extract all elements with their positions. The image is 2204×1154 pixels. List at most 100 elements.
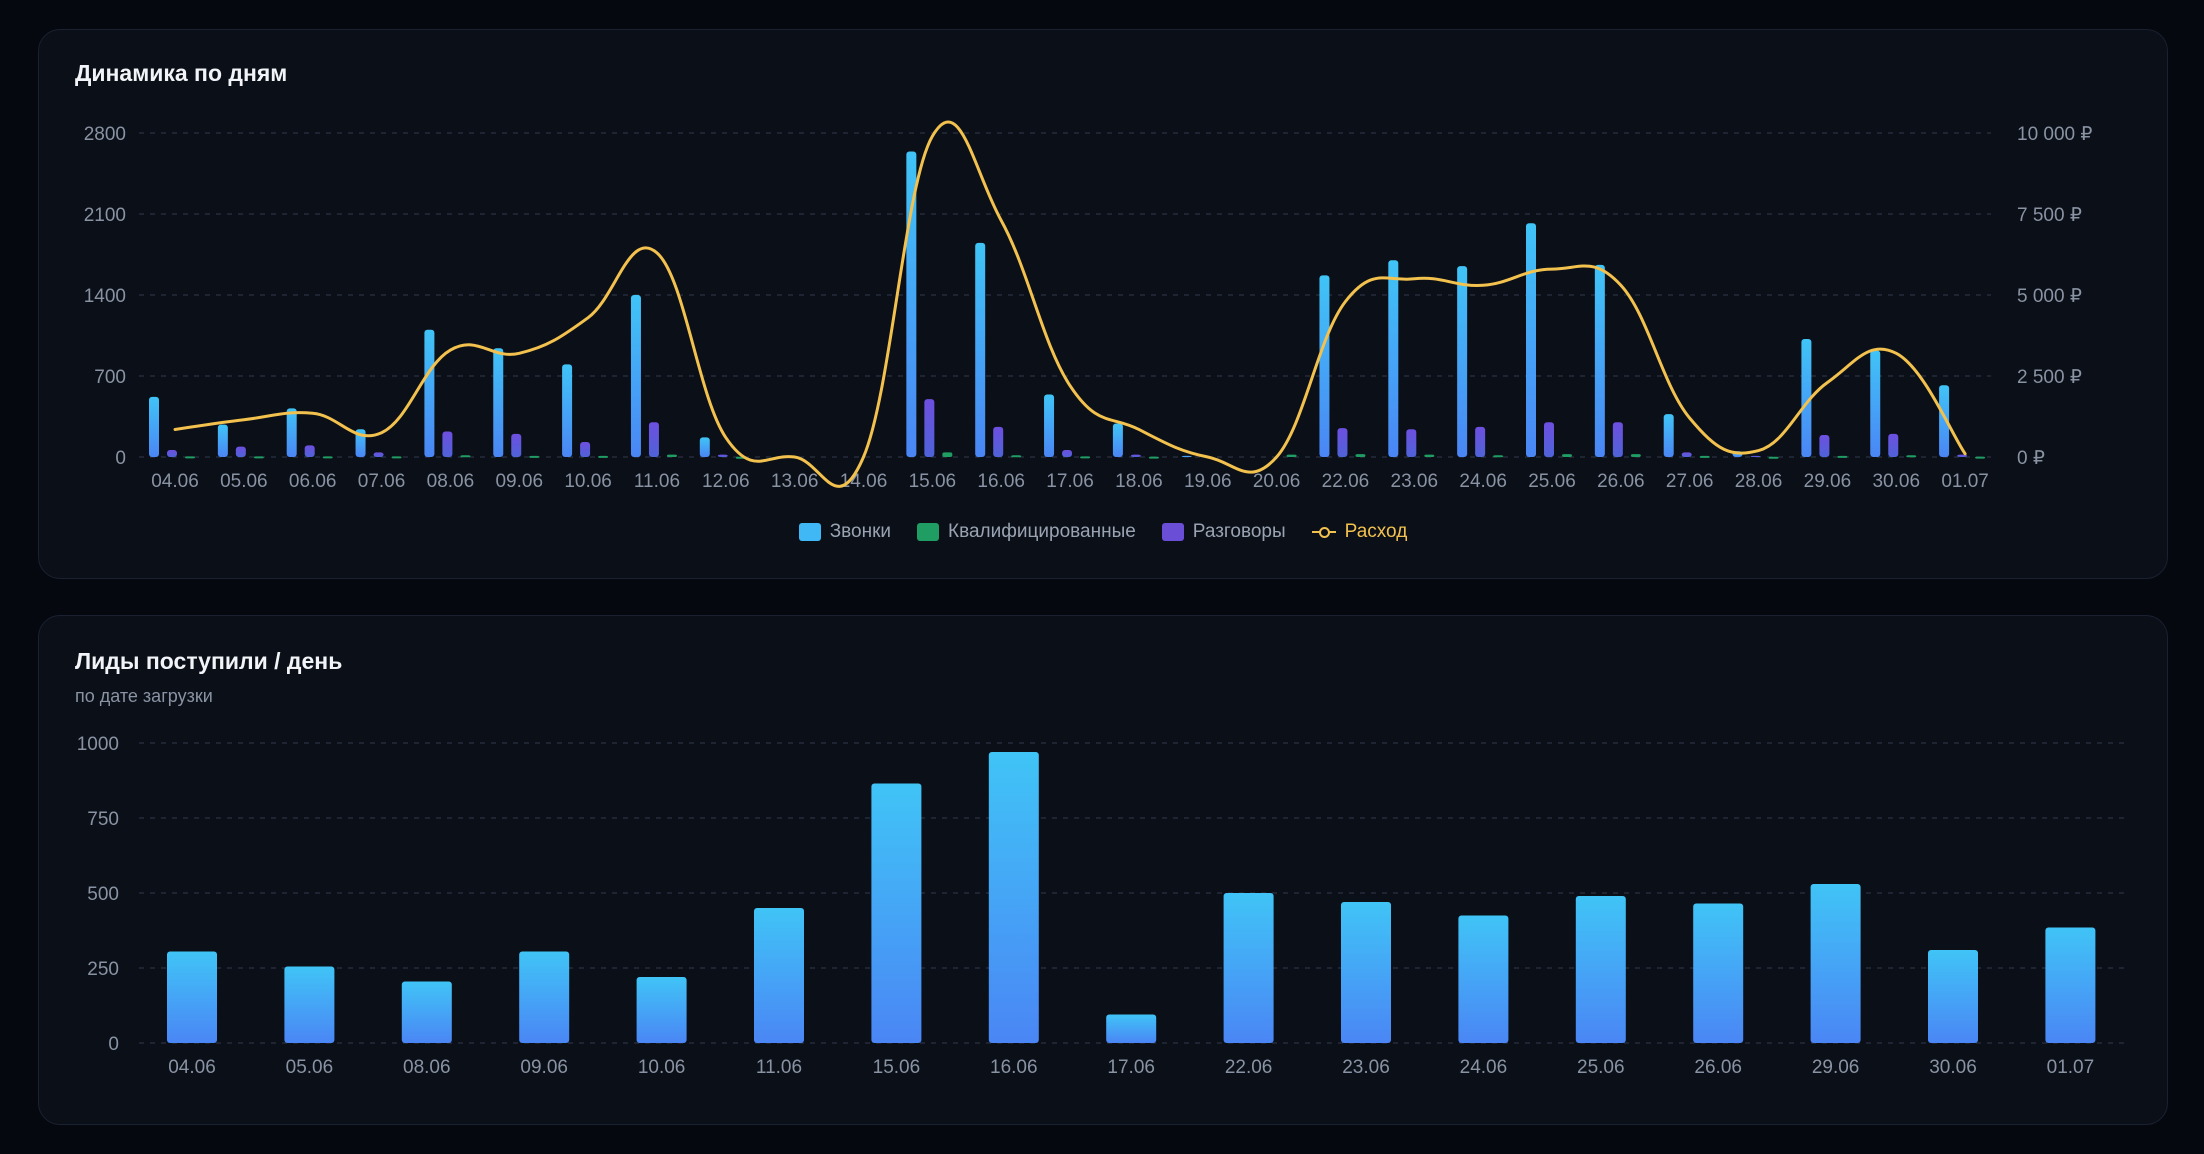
bar-talks [1750,455,1761,457]
bar-talks [924,399,935,457]
legend-item-qualified[interactable]: Квалифицированные [917,521,1136,543]
leads-per-day-card: Лиды поступили / день по дате загрузки 0… [38,615,2168,1125]
leads-per-day-title: Лиды поступили / день [75,648,343,674]
bar-calls [975,242,986,457]
qualified-swatch [917,523,940,541]
x-tick-label: 11.06 [756,1057,802,1078]
x-tick-label: 27.06 [1666,471,1714,492]
bar-qualified [391,456,402,459]
bar-calls [630,295,641,457]
y-tick-label: 1000 [77,734,119,755]
x-tick-label: 16.06 [977,471,1025,492]
x-tick-label: 04.06 [168,1057,216,1078]
x-tick-label: 16.06 [990,1057,1038,1078]
x-tick-label: 24.06 [1460,1057,1508,1078]
y-right-tick-label: 0 ₽ [2017,448,2045,469]
bar-qualified [185,456,195,459]
bar-leads [1575,896,1626,1043]
bar-leads [519,951,570,1043]
bar-leads [636,977,687,1043]
x-tick-label: 04.06 [151,471,199,492]
bar-calls [1663,414,1674,457]
y-right-tick-label: 7 500 ₽ [2017,205,2082,226]
bar-leads [401,981,452,1043]
y-right-tick-label: 2 500 ₽ [2017,367,2082,388]
bar-qualified [1424,454,1435,457]
bar-qualified [1080,456,1091,459]
bar-calls [699,437,710,457]
bar-qualified [1562,454,1572,457]
x-tick-label: 26.06 [1597,471,1645,492]
bar-leads [284,966,335,1043]
x-tick-label: 22.06 [1322,471,1370,492]
bar-qualified [598,455,609,458]
calls-swatch [798,523,821,541]
legend-item-talks[interactable]: Разговоры [1161,521,1286,543]
bar-qualified [1975,456,1986,459]
bar-qualified [253,456,264,459]
x-tick-label: 18.06 [1115,471,1163,492]
bar-qualified [1768,456,1779,459]
bar-calls [1044,394,1055,457]
x-tick-label: 25.06 [1577,1057,1625,1078]
x-tick-label: 05.06 [220,471,268,492]
bar-talks [511,433,522,457]
bar-qualified [666,454,677,457]
bar-calls [286,408,297,457]
daily-dynamics-card: Динамика по дням 0 0 ₽ 700 2 500 ₽ 1400 5 000… [38,29,2168,579]
spend-line [173,120,1967,488]
x-tick-label: 13.06 [771,471,819,492]
bar-calls [1870,350,1881,457]
bar-talks [235,446,246,457]
x-tick-label: 17.06 [1046,471,1094,492]
bar-calls [1457,266,1468,457]
bar-talks [648,422,659,457]
x-tick-label: 01.07 [2047,1057,2095,1078]
bar-talks [1957,454,1968,457]
y-tick-label: 0 [108,1034,119,1055]
bar-leads [871,783,922,1043]
x-tick-label: 06.06 [289,471,337,492]
bar-calls [1388,260,1399,457]
x-tick-label: 15.06 [909,471,957,492]
bar-talks [167,450,177,457]
legend-item-spend[interactable]: Расход [1311,521,1408,543]
bar-calls [1181,455,1192,457]
x-tick-label: 10.06 [564,471,612,492]
bar-calls [493,348,504,457]
bar-calls [1801,338,1812,457]
x-tick-label: 22.06 [1225,1057,1273,1078]
bar-talks [1681,452,1692,457]
bar-leads [1106,1014,1157,1043]
leads-per-day-subtitle: по дате загрузки [75,686,213,706]
x-tick-label: 07.06 [358,471,406,492]
y-tick-label: 250 [87,959,119,980]
x-tick-label: 29.06 [1812,1057,1860,1078]
bar-talks [1612,422,1623,457]
x-tick-label: 05.06 [286,1057,334,1078]
x-tick-label: 26.06 [1694,1057,1742,1078]
bar-talks [1475,426,1486,457]
x-tick-label: 10.06 [638,1057,686,1078]
bar-leads [988,752,1039,1043]
bar-qualified [460,455,471,458]
legend-label-calls: Звонки [829,521,892,542]
y-left-tick-label: 2800 [84,124,126,145]
bar-qualified [1355,454,1366,457]
legend-label-spend: Расход [1344,521,1408,542]
bar-talks [373,452,384,457]
x-tick-label: 29.06 [1804,471,1852,492]
bar-qualified [1011,455,1022,458]
bar-talks [580,441,591,457]
legend-item-calls[interactable]: Звонки [798,521,892,543]
x-tick-label: 01.07 [1941,471,1989,492]
bar-calls [217,424,228,457]
daily-dynamics-title: Динамика по дням [75,60,288,86]
bar-leads [1693,903,1744,1043]
chart-legend: Звонки Квалифицированные Разговоры Расхо… [39,521,2167,543]
bar-calls [1594,264,1605,457]
bar-calls [149,396,159,457]
y-left-tick-label: 0 [115,448,126,469]
x-tick-label: 23.06 [1342,1057,1390,1078]
bar-calls [424,329,435,457]
